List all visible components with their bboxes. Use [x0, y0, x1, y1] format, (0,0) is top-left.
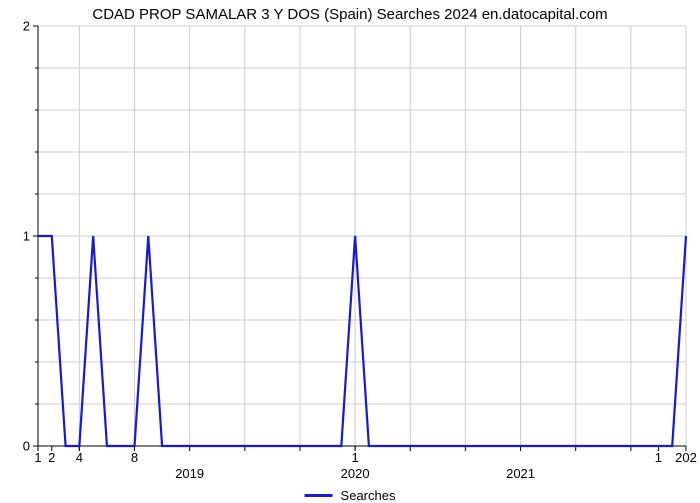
- x-tick-label: 202: [675, 446, 697, 465]
- x-tick-label: 1: [34, 446, 41, 465]
- x-tick-label: 8: [131, 446, 138, 465]
- legend-label: Searches: [341, 488, 396, 503]
- x-tick-label: 2: [48, 446, 55, 465]
- x-year-label: 2019: [175, 446, 204, 481]
- x-tick-label: 4: [76, 446, 83, 465]
- legend: Searches: [305, 488, 396, 503]
- chart-title: CDAD PROP SAMALAR 3 Y DOS (Spain) Search…: [0, 6, 700, 23]
- x-tick-label: 1: [655, 446, 662, 465]
- plot-svg: [38, 26, 686, 446]
- x-year-label: 2020: [341, 446, 370, 481]
- legend-line: [305, 494, 333, 497]
- plot-area: 012124811202201920202021: [38, 26, 686, 446]
- x-year-label: 2021: [506, 446, 535, 481]
- chart-container: CDAD PROP SAMALAR 3 Y DOS (Spain) Search…: [0, 0, 700, 500]
- y-tick-label: 2: [23, 19, 38, 34]
- y-tick-label: 1: [23, 229, 38, 244]
